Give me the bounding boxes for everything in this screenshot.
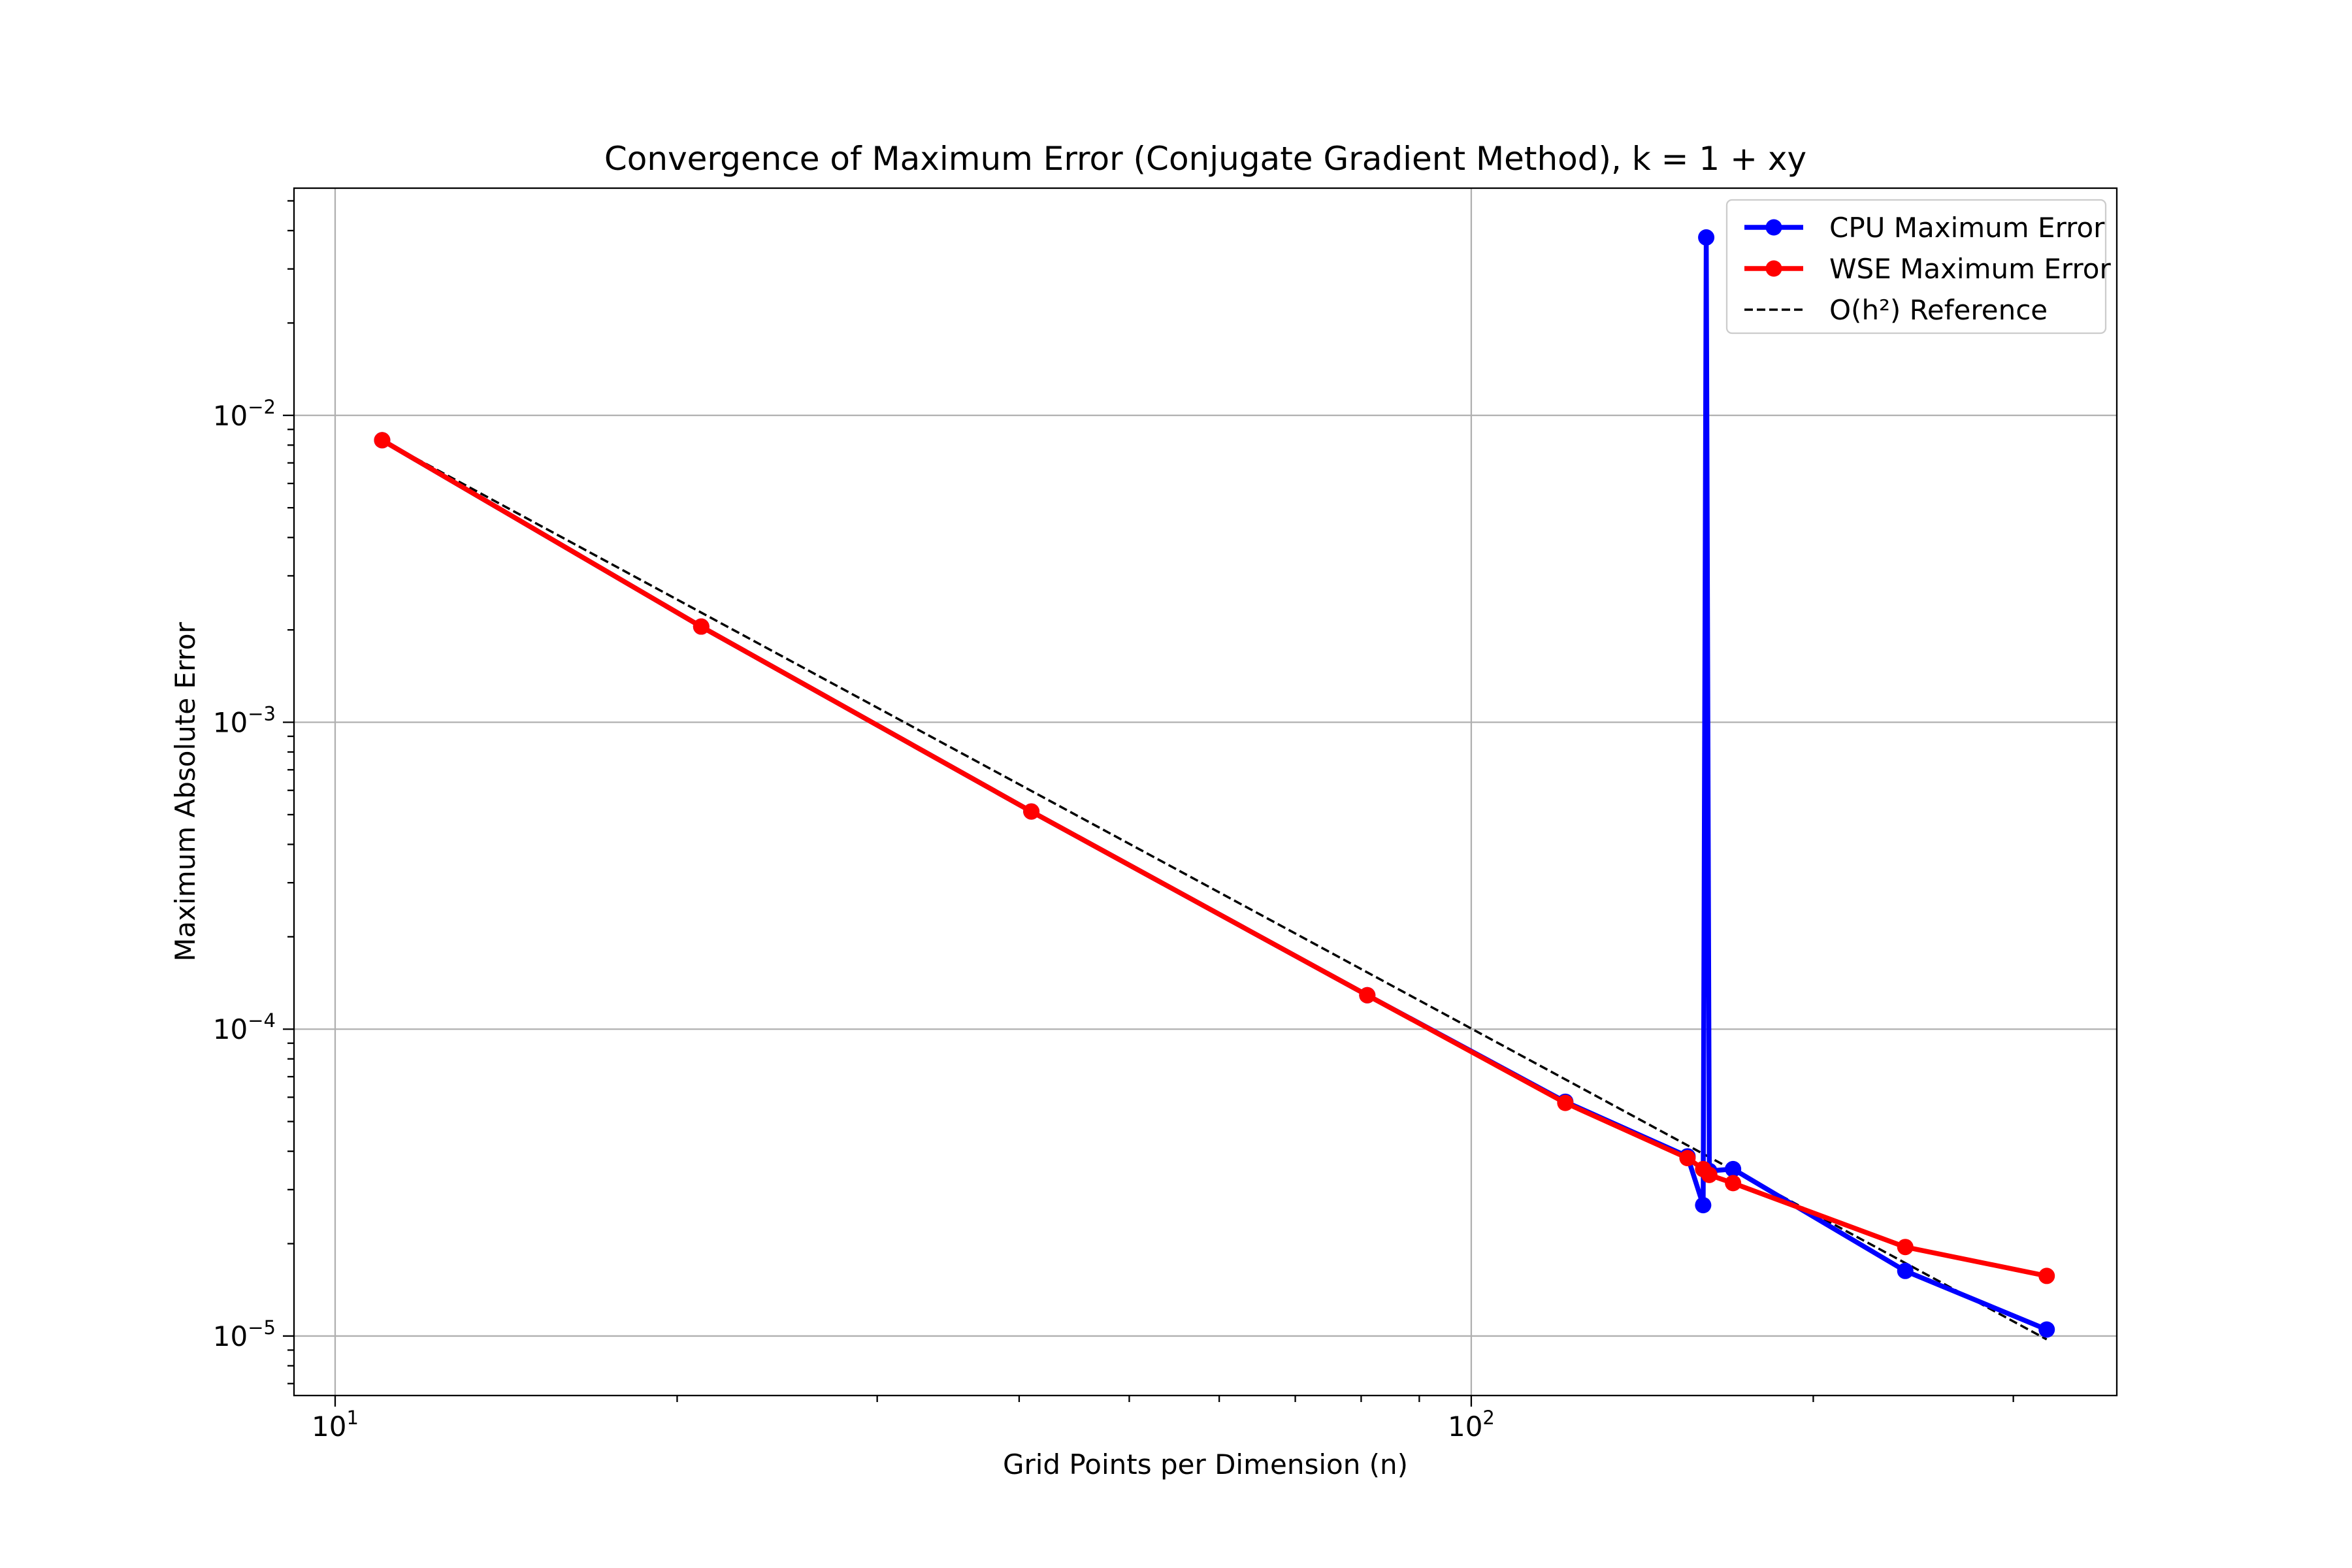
x-axis-label: Grid Points per Dimension (n)	[1003, 1448, 1408, 1480]
data-point	[693, 618, 710, 635]
y-axis-label: Maximum Absolute Error	[169, 621, 201, 961]
data-point	[1698, 229, 1715, 246]
legend-swatch-marker	[1765, 260, 1782, 277]
data-point	[1695, 1197, 1712, 1214]
data-point	[2038, 1321, 2055, 1338]
data-point	[1897, 1239, 1914, 1256]
legend-box	[1725, 199, 2107, 335]
series-1	[374, 432, 2055, 1284]
legend-label: WSE Maximum Error	[1829, 253, 2111, 285]
y-tick-label: 10−5	[213, 1316, 276, 1352]
data-point	[1679, 1150, 1696, 1167]
data-point	[2038, 1267, 2055, 1284]
data-point	[1023, 803, 1040, 820]
data-point	[1359, 987, 1376, 1004]
data-point	[374, 432, 391, 449]
series-layer	[374, 229, 2055, 1341]
legend: CPU Maximum Error WSE Maximum Error O(h²) …	[1725, 199, 2111, 335]
y-tick-label: 10−2	[213, 396, 276, 432]
data-point	[1725, 1160, 1742, 1177]
data-point	[1725, 1175, 1742, 1192]
legend-label: O(h²) Reference	[1829, 294, 2048, 326]
data-point	[1701, 1166, 1718, 1183]
tick-layer: 101 102 10−5 10−4 10−3 10−2	[213, 200, 2014, 1443]
chart-title: Convergence of Maximum Error (Conjugate …	[604, 140, 1806, 178]
y-tick-label: 10−4	[213, 1009, 276, 1045]
data-point	[1897, 1262, 1914, 1279]
x-tick-label: 102	[1448, 1407, 1495, 1443]
grid-layer	[294, 188, 2117, 1396]
legend-swatch-marker	[1765, 219, 1782, 236]
x-tick-label: 101	[312, 1407, 359, 1443]
legend-entries: CPU Maximum Error WSE Maximum Error O(h²) …	[1744, 212, 2111, 326]
plot-area-frame	[293, 187, 2118, 1397]
data-point	[1557, 1094, 1574, 1111]
y-tick-label: 10−3	[213, 702, 276, 738]
legend-label: CPU Maximum Error	[1829, 212, 2105, 244]
